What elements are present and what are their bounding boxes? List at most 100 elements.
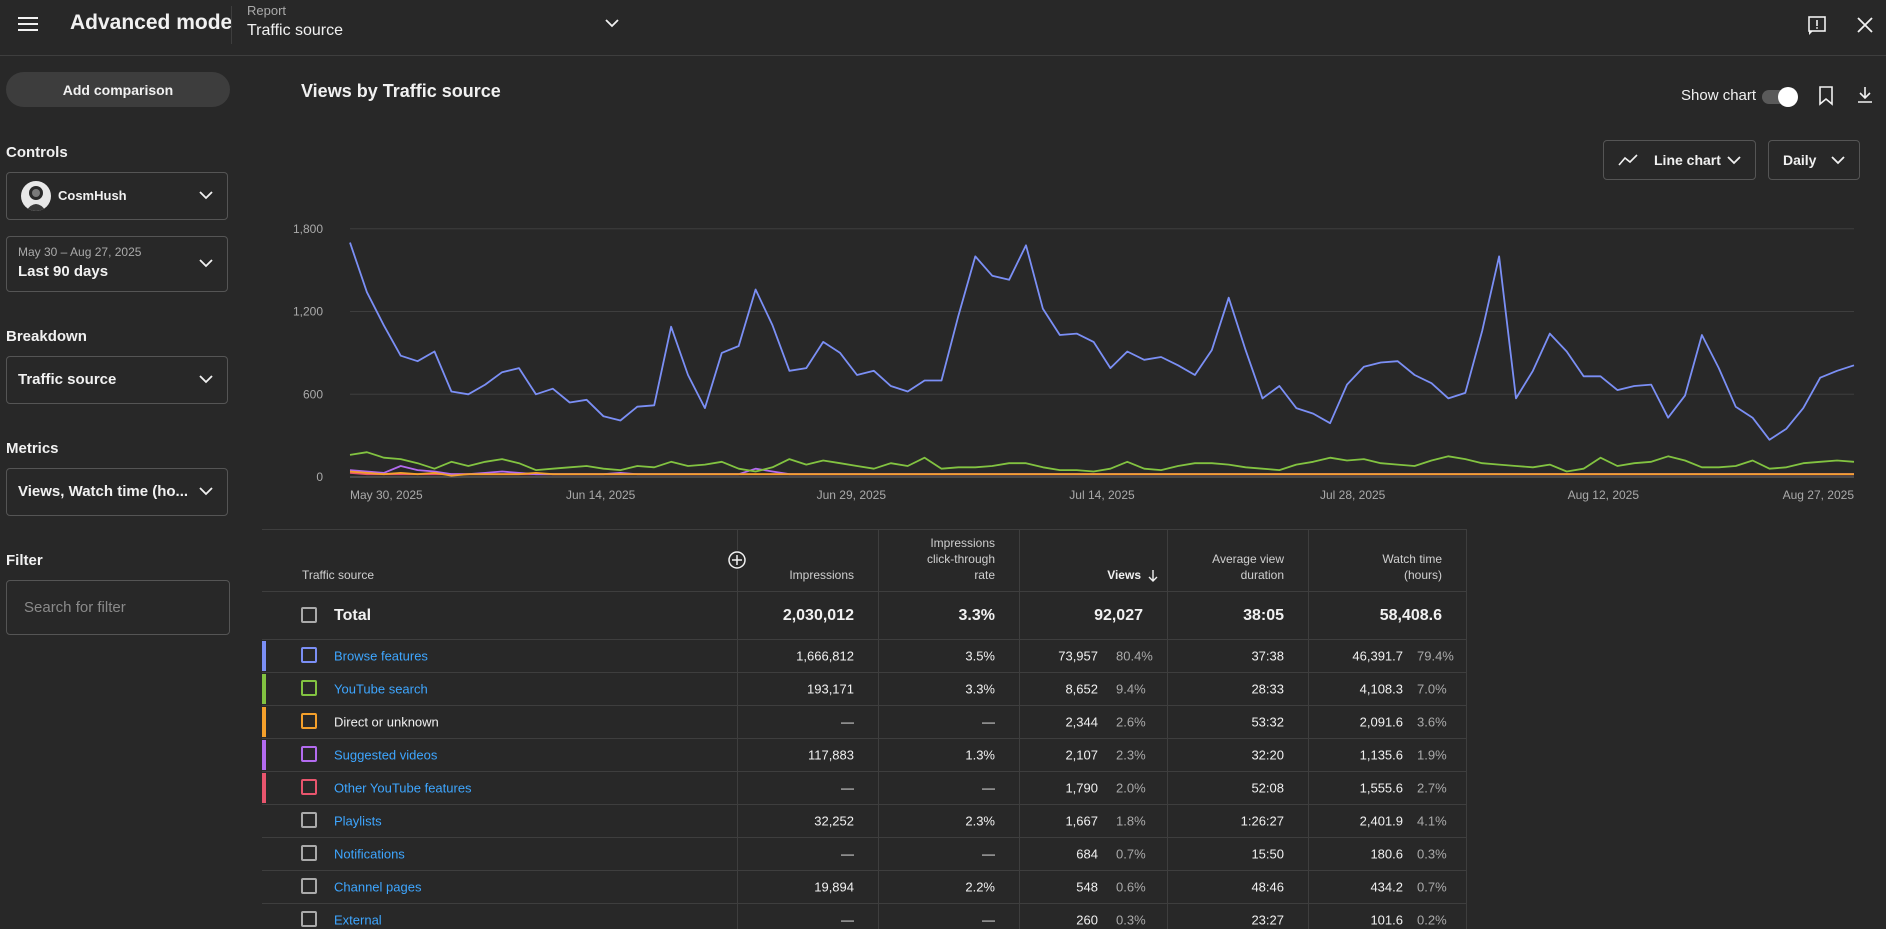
- views-percent: 2.3%: [1116, 747, 1146, 763]
- ctr-value: 2.2%: [965, 879, 995, 895]
- date-range-selector[interactable]: May 30 – Aug 27, 2025 Last 90 days: [6, 236, 228, 292]
- traffic-source-name[interactable]: Playlists: [334, 813, 382, 829]
- date-preset: Last 90 days: [18, 263, 109, 280]
- row-checkbox[interactable]: [301, 746, 317, 762]
- watch-time-value: 2,401.9: [1359, 813, 1403, 829]
- series-line-direct-or-unknown[interactable]: [349, 470, 1854, 477]
- download-icon[interactable]: [1854, 84, 1876, 106]
- table-row: Playlists 32,252 2.3% 1,667 1.8% 1:26:27 2,401…: [262, 805, 1467, 838]
- impressions-value: 19,894: [814, 879, 854, 895]
- traffic-source-name[interactable]: Notifications: [334, 846, 405, 862]
- traffic-source-name[interactable]: Channel pages: [334, 879, 422, 895]
- row-checkbox[interactable]: [301, 878, 317, 894]
- column-header-impressions[interactable]: Impressions: [738, 530, 879, 591]
- row-checkbox[interactable]: [301, 812, 317, 828]
- row-checkbox[interactable]: [301, 713, 317, 729]
- show-chart-label: Show chart: [1681, 87, 1757, 104]
- header-source-label: Traffic source: [302, 568, 375, 582]
- metrics-selector[interactable]: Views, Watch time (ho...: [6, 468, 228, 516]
- table-row: Notifications — — 684 0.7% 15:50 180.6 0.3%: [262, 838, 1467, 871]
- series-color-stripe: [262, 740, 266, 770]
- chevron-down-icon: [1831, 156, 1845, 165]
- breakdown-selector[interactable]: Traffic source: [6, 356, 228, 404]
- header-avd-line2: duration: [1240, 568, 1284, 582]
- ctr-value: 2.3%: [965, 813, 995, 829]
- metrics-label: Metrics: [6, 440, 59, 457]
- line-chart[interactable]: 0 600 1,200 1,800 May 30, 2025 Jun 14, 2025 Ju…: [290, 190, 1856, 512]
- filter-search-input[interactable]: [6, 580, 230, 635]
- views-percent: 0.7%: [1116, 846, 1146, 862]
- series-color-stripe: [262, 707, 266, 737]
- report-label: Report: [247, 3, 287, 18]
- impressions-value: —: [841, 780, 854, 796]
- feedback-icon[interactable]: [1806, 14, 1828, 36]
- avg-view-duration-value: 28:33: [1251, 681, 1284, 697]
- table-row: Other YouTube features — — 1,790 2.0% 52:08 1,…: [262, 772, 1467, 805]
- ctr-value: 3.5%: [965, 648, 995, 664]
- views-value: 548: [1076, 879, 1098, 895]
- traffic-source-name[interactable]: Suggested videos: [334, 747, 438, 763]
- x-tick-label: Jul 28, 2025: [1320, 488, 1386, 502]
- series-line-youtube-search[interactable]: [349, 451, 1855, 473]
- views-percent: 2.6%: [1116, 714, 1146, 730]
- views-percent: 80.4%: [1116, 648, 1153, 664]
- avatar: [21, 181, 51, 211]
- channel-selector[interactable]: CosmHush: [6, 172, 228, 220]
- traffic-source-name[interactable]: YouTube search: [334, 681, 428, 697]
- avg-view-duration-value: 48:46: [1251, 879, 1284, 895]
- watch-time-value: 101.6: [1370, 912, 1403, 928]
- column-header-ctr[interactable]: Impressions click-through rate: [879, 530, 1020, 591]
- interval-dropdown[interactable]: Daily: [1768, 140, 1860, 180]
- traffic-source-name[interactable]: Browse features: [334, 648, 428, 664]
- sidebar: Add comparison Controls CosmHush May 30 …: [0, 56, 240, 928]
- series-color-stripe: [262, 674, 266, 704]
- traffic-source-name[interactable]: External: [334, 912, 382, 928]
- impressions-value: —: [841, 912, 854, 928]
- column-header-source[interactable]: Traffic source: [262, 530, 747, 591]
- x-tick-label: Jun 29, 2025: [817, 488, 887, 502]
- chevron-down-icon: [199, 259, 213, 268]
- row-checkbox[interactable]: [301, 680, 317, 696]
- views-value: 1,790: [1065, 780, 1098, 796]
- header-impressions-label: Impressions: [789, 568, 854, 582]
- column-header-views[interactable]: Views: [1020, 530, 1168, 591]
- bookmark-icon[interactable]: [1815, 84, 1837, 106]
- header-watch-line1: Watch time: [1382, 552, 1442, 566]
- header-ctr-line2: click-through: [926, 552, 995, 566]
- header-avd-line1: Average view: [1212, 552, 1284, 566]
- chart-type-dropdown[interactable]: Line chart: [1603, 140, 1756, 180]
- add-column-icon[interactable]: [727, 550, 747, 570]
- traffic-source-name[interactable]: Other YouTube features: [334, 780, 472, 796]
- close-icon[interactable]: [1854, 14, 1876, 36]
- column-header-avd[interactable]: Average view duration: [1168, 530, 1309, 591]
- y-tick-label: 600: [303, 387, 323, 401]
- x-tick-label: May 30, 2025: [350, 488, 423, 502]
- select-all-checkbox[interactable]: [301, 606, 317, 623]
- row-checkbox[interactable]: [301, 845, 317, 861]
- chart-title: Views by Traffic source: [301, 81, 501, 101]
- views-percent: 1.8%: [1116, 813, 1146, 829]
- chart-type-label: Line chart: [1654, 152, 1721, 168]
- row-checkbox[interactable]: [301, 911, 317, 927]
- watch-time-percent: 7.0%: [1417, 681, 1447, 697]
- metrics-value: Views, Watch time (ho...: [18, 483, 189, 500]
- total-watch-time: 58,408.6: [1379, 606, 1442, 624]
- views-percent: 9.4%: [1116, 681, 1146, 697]
- show-chart-toggle[interactable]: [1762, 87, 1798, 107]
- table-total-row: Total 2,030,012 3.3% 92,027 38:05 58,408…: [262, 592, 1467, 640]
- sort-descending-icon: [1148, 570, 1158, 582]
- report-selector[interactable]: Report Traffic source: [247, 3, 619, 45]
- views-value: 73,957: [1058, 648, 1098, 664]
- add-comparison-button[interactable]: Add comparison: [6, 72, 230, 107]
- column-header-watch-time[interactable]: Watch time (hours): [1309, 530, 1467, 591]
- series-color-stripe: [262, 773, 266, 803]
- table-row: Direct or unknown — — 2,344 2.6% 53:32 2,091.6…: [262, 706, 1467, 739]
- row-checkbox[interactable]: [301, 647, 317, 663]
- series-line-browse-features[interactable]: [349, 242, 1855, 441]
- watch-time-percent: 0.7%: [1417, 879, 1447, 895]
- chevron-down-icon: [199, 487, 213, 496]
- row-checkbox[interactable]: [301, 779, 317, 795]
- header-watch-line2: (hours): [1403, 568, 1442, 582]
- menu-icon[interactable]: [18, 14, 38, 34]
- watch-time-value: 1,135.6: [1359, 747, 1403, 763]
